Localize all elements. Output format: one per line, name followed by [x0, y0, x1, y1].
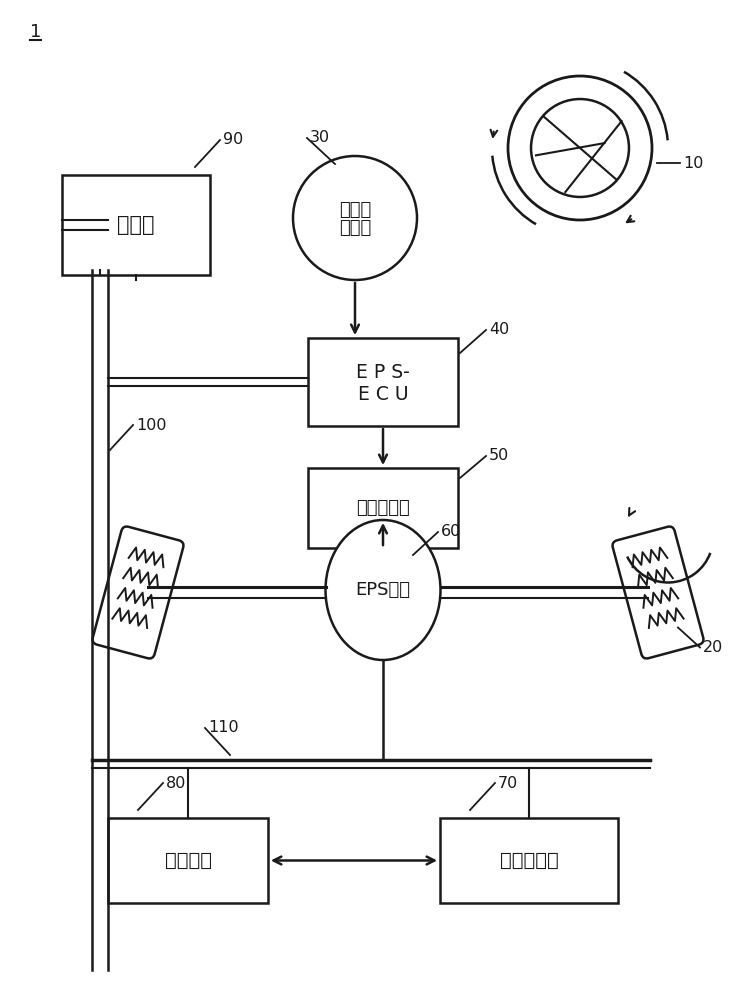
FancyBboxPatch shape	[93, 527, 183, 658]
Text: E P S-: E P S-	[356, 362, 410, 381]
Text: 80: 80	[166, 776, 186, 790]
Text: 锂离子电池: 锂离子电池	[500, 851, 559, 870]
Text: 转向角: 转向角	[339, 201, 371, 219]
Circle shape	[508, 76, 652, 220]
Bar	[440, 818, 618, 903]
Text: 1: 1	[30, 23, 42, 41]
Circle shape	[531, 99, 629, 197]
Bar	[308, 468, 458, 548]
Text: 60: 60	[441, 524, 461, 540]
Bar	[308, 338, 458, 426]
Text: 40: 40	[489, 322, 510, 338]
Text: 控制装置: 控制装置	[165, 851, 211, 870]
Text: E C U: E C U	[358, 384, 408, 403]
Bar	[62, 175, 210, 275]
Text: 马达控制部: 马达控制部	[356, 499, 410, 517]
FancyBboxPatch shape	[612, 527, 704, 658]
Ellipse shape	[325, 520, 440, 660]
Text: 显示器: 显示器	[117, 215, 155, 235]
Text: 50: 50	[489, 448, 510, 464]
Text: EPS马达: EPS马达	[356, 581, 411, 599]
Text: 100: 100	[136, 418, 167, 432]
Text: 20: 20	[703, 640, 723, 655]
Text: 10: 10	[683, 155, 704, 170]
Circle shape	[293, 156, 417, 280]
Text: 30: 30	[310, 130, 330, 145]
Text: 70: 70	[498, 776, 518, 790]
Bar	[108, 818, 268, 903]
Text: 传感器: 传感器	[339, 219, 371, 237]
Text: 90: 90	[223, 132, 243, 147]
Text: 110: 110	[208, 720, 239, 736]
